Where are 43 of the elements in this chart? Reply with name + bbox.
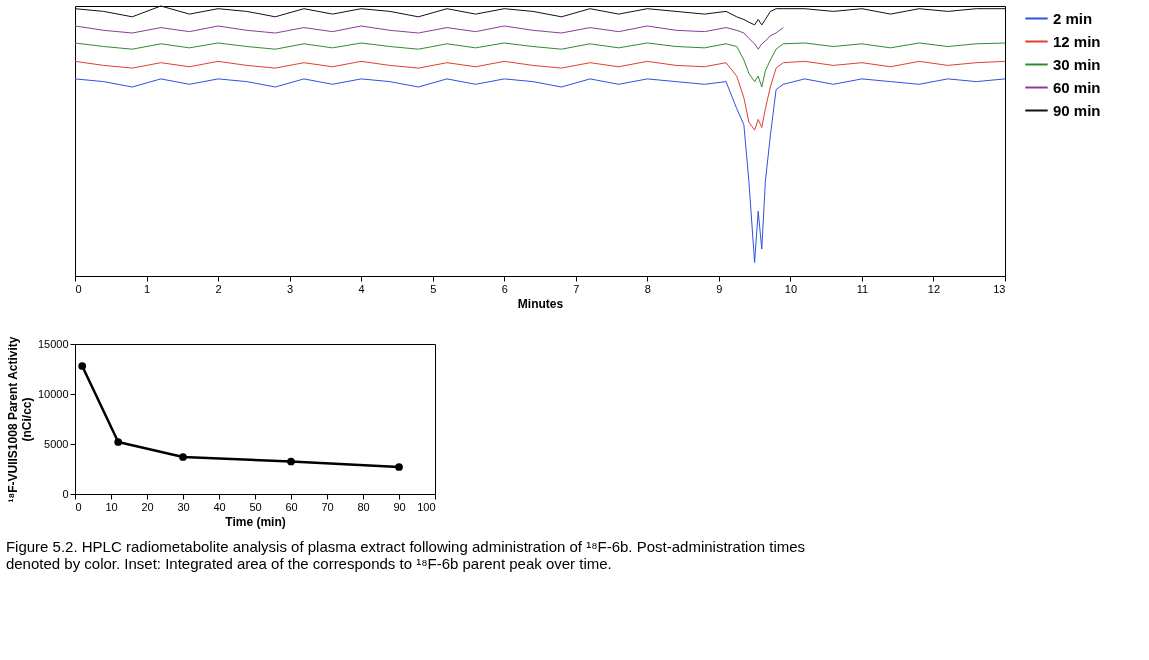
x-tick-label: 4 [358, 282, 365, 295]
x-axis-title: Minutes [517, 296, 564, 311]
y-tick-label: 0 [62, 487, 69, 500]
x-tick-label: 70 [321, 500, 334, 513]
x-tick-label: 3 [287, 282, 294, 295]
point [78, 362, 87, 370]
x-tick-label: 10 [784, 282, 798, 295]
x-tick-label: 6 [501, 282, 508, 295]
x-axis-title: Time (min) [225, 514, 286, 529]
x-tick-label: 100 [417, 500, 436, 513]
x-tick-label: 90 [393, 500, 406, 513]
x-tick-label: 30 [177, 500, 190, 513]
x-tick-label: 13 [993, 282, 1006, 295]
y-axis-title: ¹⁸F-VUIIS1008 Parent Activity (nCi/cc) [5, 336, 34, 503]
x-tick-label: 2 [215, 282, 222, 295]
y-tick-label: 15000 [37, 337, 69, 350]
x-tick-label: 7 [573, 282, 580, 295]
point [179, 453, 187, 461]
y-tick-label: 5000 [44, 437, 69, 450]
x-tick-label: 20 [141, 500, 154, 513]
x-tick-label: 40 [213, 500, 226, 513]
x-tick-label: 8 [644, 282, 651, 295]
x-tick-label: 5 [430, 282, 437, 295]
legend-label: 2 min [1053, 9, 1093, 27]
x-tick-label: 0 [75, 500, 82, 513]
x-tick-label: 9 [716, 282, 723, 295]
x-tick-label: 80 [357, 500, 370, 513]
legend-label: 30 min [1053, 55, 1101, 73]
x-tick-label: 60 [285, 500, 298, 513]
x-tick-label: 1 [143, 282, 151, 295]
legend-label: 60 min [1053, 78, 1101, 96]
x-tick-label: 10 [105, 500, 118, 513]
x-tick-label: 50 [249, 500, 262, 513]
point [287, 457, 295, 466]
x-tick-label: 0 [75, 282, 82, 295]
point [114, 438, 123, 446]
caption: Figure 5.2. HPLC radiometabolite analysis of plasma extract following administration of ¹⁸F-6b. Post-administration times denoted by color. Inset: Integrated area of the corresponds to ¹⁸F-6b parent peak over time. [5, 537, 806, 572]
y-tick-label: 10000 [37, 387, 69, 400]
x-tick-label: 11 [856, 282, 869, 295]
legend-label: 12 min [1053, 32, 1101, 50]
legend-label: 90 min [1053, 101, 1101, 119]
point [395, 463, 403, 471]
x-tick-label: 12 [927, 282, 941, 295]
